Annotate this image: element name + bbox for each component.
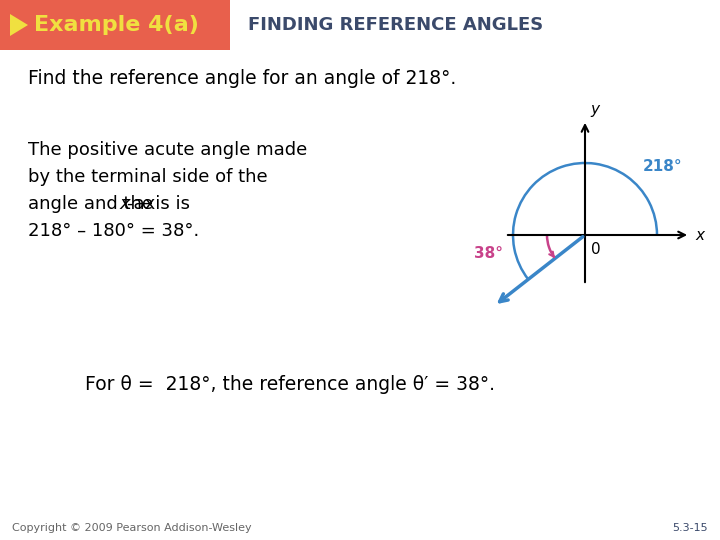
Text: by the terminal side of the: by the terminal side of the — [28, 168, 268, 186]
Text: Find the reference angle for an angle of 218°.: Find the reference angle for an angle of… — [28, 69, 456, 87]
Text: 218°: 218° — [643, 159, 683, 173]
Text: 0: 0 — [591, 241, 600, 256]
Text: 218° – 180° = 38°.: 218° – 180° = 38°. — [28, 222, 199, 240]
Text: FINDING REFERENCE ANGLES: FINDING REFERENCE ANGLES — [248, 16, 544, 34]
Text: y: y — [590, 102, 599, 117]
Text: x: x — [695, 227, 704, 242]
Text: 38°: 38° — [474, 246, 503, 260]
Text: Copyright © 2009 Pearson Addison-Wesley: Copyright © 2009 Pearson Addison-Wesley — [12, 523, 251, 533]
Text: The positive acute angle made: The positive acute angle made — [28, 141, 307, 159]
Text: angle and the: angle and the — [28, 195, 158, 213]
Polygon shape — [10, 14, 28, 36]
Text: For θ =  218°, the reference angle θ′ = 38°.: For θ = 218°, the reference angle θ′ = 3… — [85, 375, 495, 395]
Text: x: x — [119, 195, 130, 213]
Text: -axis is: -axis is — [127, 195, 190, 213]
Text: Example 4(a): Example 4(a) — [34, 15, 199, 35]
Bar — [0, 0, 230, 50]
Text: 5.3-15: 5.3-15 — [672, 523, 708, 533]
